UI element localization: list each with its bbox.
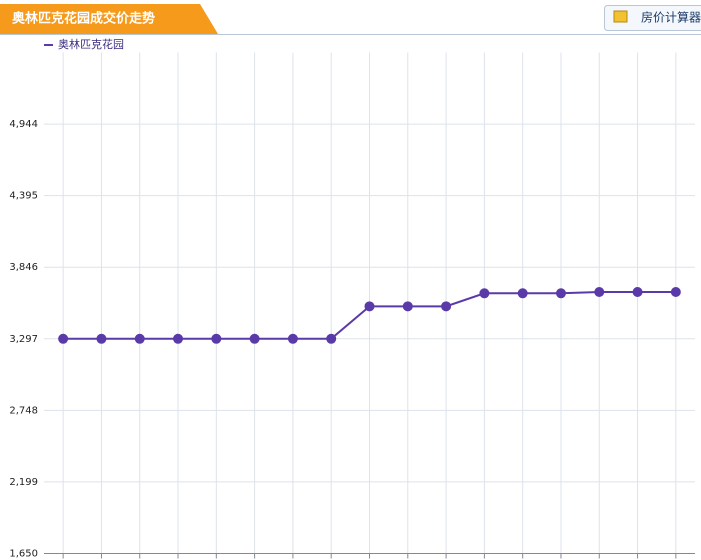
legend-label: 奥林匹克花园 [58,37,124,51]
button-label[interactable]: 房价计算器 [641,10,701,25]
data-point [402,301,413,312]
data-point [555,288,566,299]
y-tick-label: 3,297 [9,334,38,345]
data-point [287,333,298,344]
data-point [173,333,184,344]
y-tick-label: 4,395 [9,191,38,202]
y-tick-label: 4,944 [9,119,38,130]
data-point [134,333,145,344]
header-title: 奥林匹克花园成交价走势 [12,11,155,27]
data-point [326,333,337,344]
data-point [632,286,643,297]
data-point [594,286,605,297]
data-point [517,288,528,299]
calculator-button[interactable]: 房价计算器 [604,5,701,31]
data-point [441,301,452,312]
data-point [364,301,375,312]
data-point [58,333,69,344]
data-point [479,288,490,299]
y-tick-label: 3,846 [9,262,38,273]
data-point [96,333,107,344]
header-tab [0,4,218,34]
y-tick-label: 2,199 [9,477,38,488]
data-point [670,286,681,297]
y-tick-label: 2,748 [9,405,38,416]
data-point [249,333,260,344]
y-tick-label: 1,650 [9,549,38,560]
data-point [211,333,222,344]
